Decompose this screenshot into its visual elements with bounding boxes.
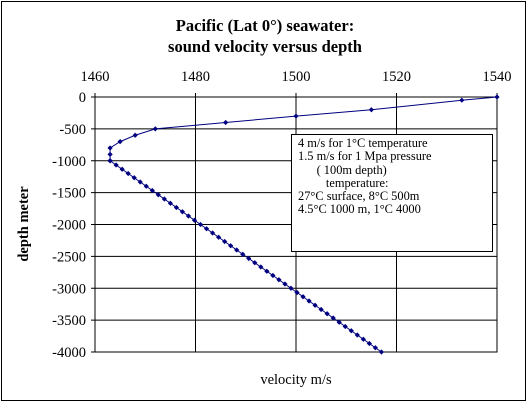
data-point <box>197 221 204 228</box>
data-point <box>270 272 276 279</box>
data-point <box>228 243 234 249</box>
data-point <box>185 213 192 219</box>
data-point <box>293 113 299 119</box>
data-point <box>264 268 270 274</box>
x-tick-label: 1460 <box>81 69 110 85</box>
data-point <box>143 183 149 189</box>
data-point <box>306 298 312 304</box>
data-point <box>117 139 123 145</box>
annotation-line: 27°C surface, 8°C 500m <box>298 189 420 204</box>
data-point <box>372 345 378 351</box>
data-point <box>342 323 348 330</box>
data-point <box>155 192 161 198</box>
data-point <box>258 264 264 270</box>
data-point <box>494 94 500 100</box>
data-point <box>107 151 113 157</box>
y-axis-label: depth meter <box>16 186 32 262</box>
data-point <box>246 255 252 262</box>
data-point <box>149 187 155 194</box>
data-point <box>137 179 143 185</box>
x-tick-label: 1540 <box>483 69 512 85</box>
data-point <box>294 289 300 296</box>
x-tick-label: 1520 <box>382 69 411 85</box>
data-point <box>131 175 137 181</box>
data-point <box>203 226 210 232</box>
data-point <box>132 132 138 138</box>
annotation-line: 4 m/s for 1°C temperature <box>298 136 428 150</box>
chart-title-line-1: Pacific (Lat 0°) seawater: <box>176 16 354 35</box>
data-point <box>288 285 294 291</box>
data-point <box>216 234 222 240</box>
data-point <box>173 204 180 211</box>
y-tick-label: -2500 <box>52 249 86 265</box>
data-point <box>336 319 342 325</box>
x-tick-label: 1500 <box>282 69 311 85</box>
data-point <box>354 332 360 338</box>
annotation-line: temperature: <box>298 175 389 190</box>
data-point <box>368 107 374 113</box>
data-point <box>209 230 216 236</box>
data-point <box>119 166 125 172</box>
annotation-line: 4.5°C 1000 m, 1°C 4000 <box>298 202 421 217</box>
x-axis-label: velocity m/s <box>260 372 332 388</box>
data-point <box>240 251 246 257</box>
annotation-box: 4 m/s for 1°C temperature 1.5 m/s for 1 … <box>291 134 493 252</box>
data-point <box>330 315 336 321</box>
annotation-line: ( 100m depth) <box>298 162 387 177</box>
data-point <box>125 170 131 177</box>
data-point <box>152 126 158 132</box>
data-point <box>360 336 366 342</box>
data-point <box>276 277 282 283</box>
data-point <box>161 196 167 202</box>
data-series <box>107 94 500 355</box>
data-point <box>366 340 372 347</box>
data-point <box>107 145 113 151</box>
x-tick-label: 1480 <box>181 69 210 85</box>
data-point <box>179 209 186 215</box>
y-tick-label: -3500 <box>52 313 86 329</box>
annotation-line: 1.5 m/s for 1 Mpa pressure <box>298 149 432 164</box>
data-point <box>234 247 240 253</box>
data-point <box>282 281 288 287</box>
data-point <box>324 311 330 317</box>
chart-title-line-2: sound velocity versus depth <box>168 37 362 56</box>
data-point <box>113 162 119 168</box>
y-tick-label: -1500 <box>52 186 86 202</box>
data-point <box>223 119 229 126</box>
y-tick-label: -500 <box>59 122 86 138</box>
data-point <box>222 238 228 245</box>
data-point <box>318 306 324 313</box>
data-point <box>191 217 198 223</box>
data-point <box>378 349 385 355</box>
y-tick-label: -1000 <box>52 154 86 170</box>
y-tick-label: 0 <box>79 90 86 106</box>
data-point <box>312 302 318 308</box>
data-point <box>348 328 354 334</box>
series-line <box>109 160 382 353</box>
y-tick-label: -4000 <box>52 345 86 361</box>
axis-ticks: 1460 1480 1500 1520 1540 0 -500 -1000 -1500 -2000… <box>52 69 511 361</box>
data-point <box>300 294 306 300</box>
y-tick-label: -2000 <box>52 218 86 234</box>
y-tick-label: -3000 <box>52 281 86 297</box>
data-point <box>459 97 465 103</box>
data-point <box>107 158 113 164</box>
data-point <box>167 200 173 206</box>
